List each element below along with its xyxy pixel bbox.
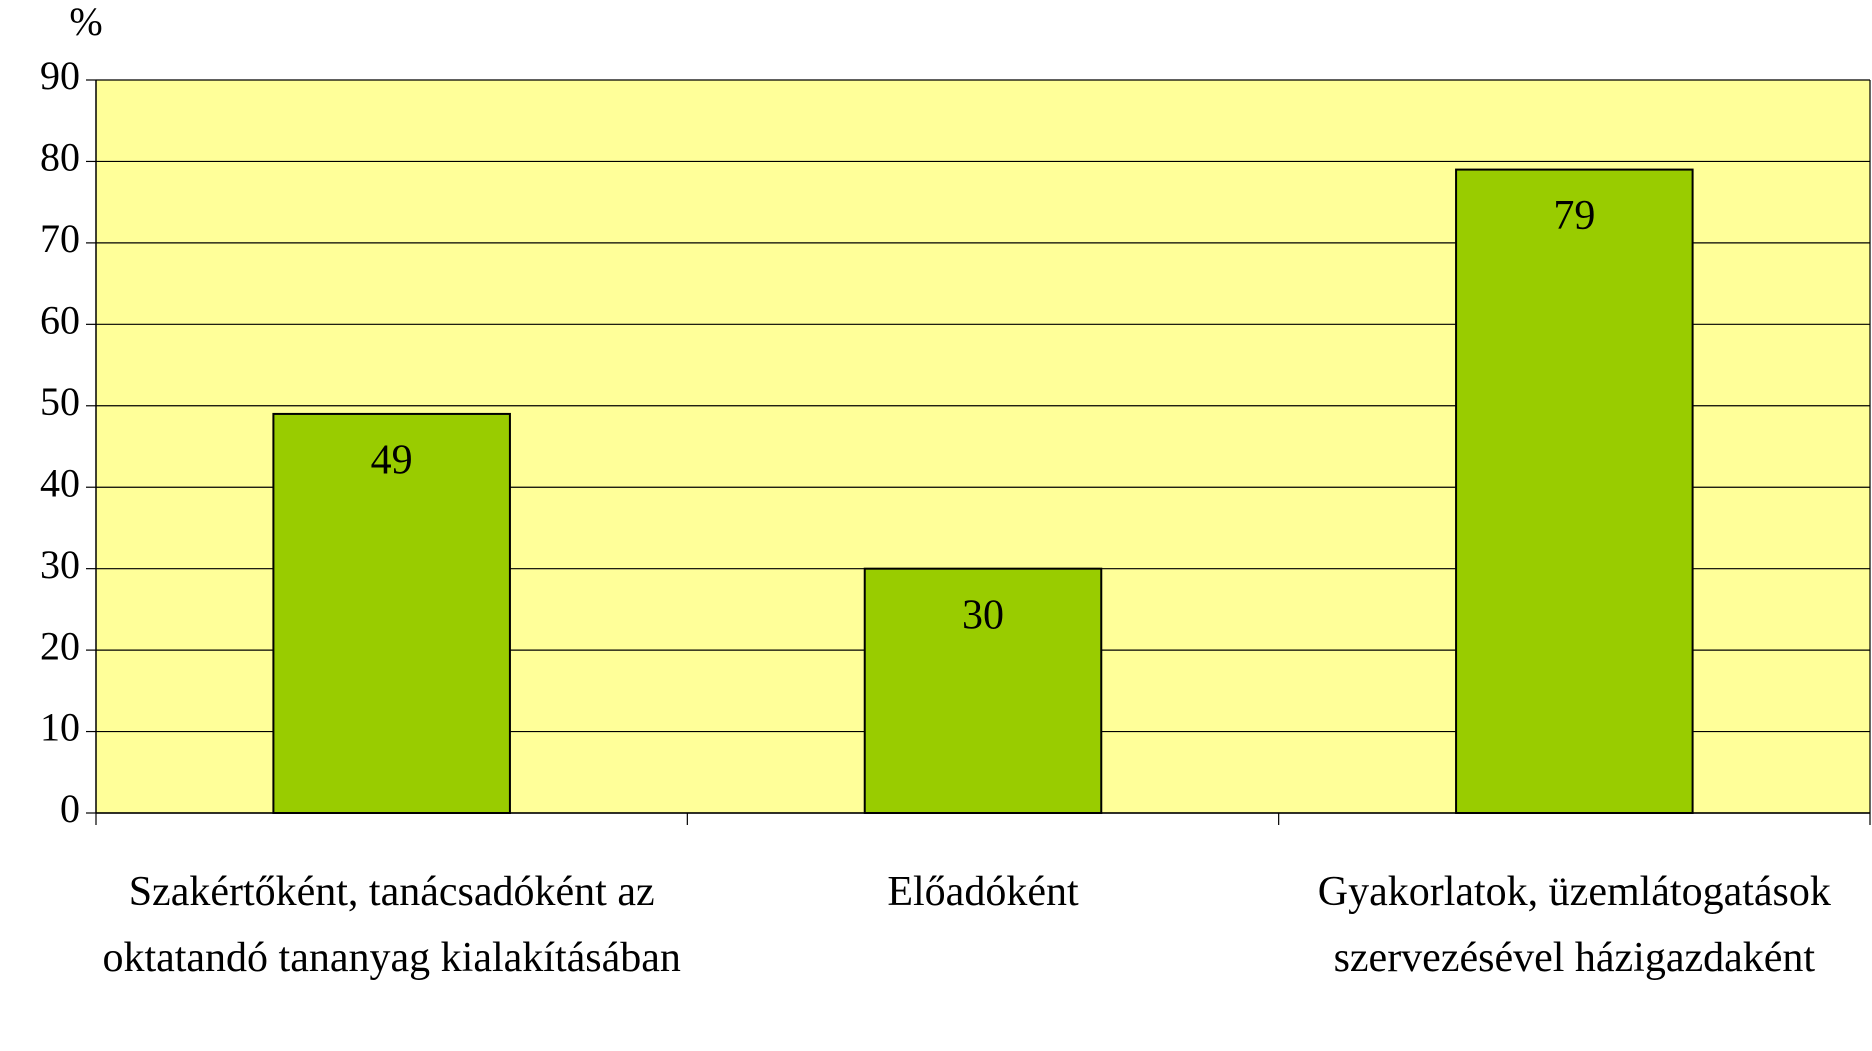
y-tick-label: 90 xyxy=(40,53,80,98)
y-tick-label: 10 xyxy=(40,705,80,750)
value-label: 79 xyxy=(1553,193,1595,239)
y-tick-label: 60 xyxy=(40,298,80,343)
bar xyxy=(1455,168,1694,815)
x-tick-label: Előadóként xyxy=(887,869,1079,915)
x-tick-label-line: oktatandó tananyag kialakításában xyxy=(102,935,680,981)
value-label: 49 xyxy=(371,438,413,484)
x-tick-label-line: Előadóként xyxy=(887,869,1079,915)
y-tick-label: 30 xyxy=(40,542,80,587)
y-tick-label: 20 xyxy=(40,623,80,668)
y-tick-label: 70 xyxy=(40,216,80,261)
bar xyxy=(272,412,511,814)
value-label: 30 xyxy=(962,592,1004,638)
y-tick-label: 80 xyxy=(40,135,80,180)
x-tick-label-line: Szakértőként, tanácsadóként az xyxy=(129,869,655,915)
y-tick-label: 40 xyxy=(40,460,80,505)
x-tick-label-line: szervezésével házigazdaként xyxy=(1334,935,1816,981)
y-axis-label: % xyxy=(69,0,102,44)
bar xyxy=(863,567,1103,815)
x-tick-label: Szakértőként, tanácsadóként az oktatandó … xyxy=(102,869,680,981)
x-tick-label: Gyakorlatok, üzemlátogatások szervezéséve… xyxy=(1318,869,1831,981)
y-tick-label: 50 xyxy=(40,379,80,424)
x-tick-label-line: Gyakorlatok, üzemlátogatások xyxy=(1318,869,1831,915)
y-tick-label: 0 xyxy=(60,786,80,831)
